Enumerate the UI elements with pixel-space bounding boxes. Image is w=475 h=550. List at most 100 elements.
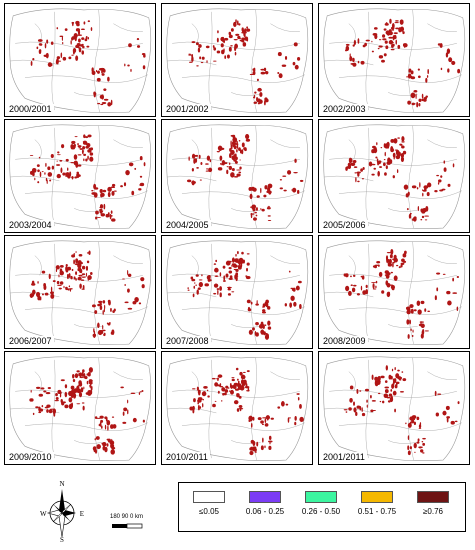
hotspot-patch bbox=[402, 378, 407, 382]
hotspot-patch bbox=[419, 446, 421, 449]
legend-label: ≥0.76 bbox=[423, 507, 443, 516]
hotspot-patch bbox=[353, 407, 357, 413]
hotspot-patch bbox=[228, 162, 231, 165]
hotspot-patch bbox=[37, 39, 43, 42]
hotspot-patch bbox=[422, 442, 426, 446]
hotspot-patch bbox=[353, 401, 355, 406]
hotspot-patch bbox=[209, 159, 212, 163]
hotspot-patch bbox=[264, 445, 266, 449]
hotspot-patch bbox=[76, 370, 80, 373]
hotspot-patch bbox=[401, 371, 404, 373]
hotspot-patch bbox=[397, 369, 400, 372]
hotspot-patch bbox=[401, 136, 405, 142]
hotspot-patch bbox=[64, 391, 68, 398]
hotspot-patch bbox=[395, 20, 399, 22]
hotspot-patch bbox=[277, 52, 282, 57]
hotspot-patch bbox=[40, 387, 45, 390]
hotspot-patch bbox=[395, 382, 398, 386]
hotspot-patch bbox=[389, 18, 392, 24]
map-panel: 2003/2004 bbox=[4, 119, 156, 233]
hotspot-patch bbox=[56, 280, 60, 285]
hotspot-patch bbox=[260, 68, 265, 71]
hotspot-patch bbox=[110, 210, 113, 214]
hotspot-patch bbox=[412, 185, 415, 188]
hotspot-patch bbox=[234, 259, 236, 262]
hotspot-patch bbox=[60, 379, 65, 382]
legend-swatch bbox=[305, 491, 337, 503]
district-boundary bbox=[113, 371, 143, 381]
hotspot-patch bbox=[200, 61, 204, 64]
hotspot-patch bbox=[406, 76, 408, 78]
hotspot-patch bbox=[238, 395, 242, 399]
map-graphic bbox=[9, 240, 152, 346]
hotspot-patch bbox=[403, 184, 409, 190]
hotspot-patch bbox=[228, 270, 233, 274]
hotspot-patch bbox=[91, 67, 94, 73]
hotspot-patch bbox=[262, 417, 267, 419]
hotspot-patch bbox=[56, 173, 61, 179]
hotspot-patch bbox=[197, 405, 200, 411]
hotspot-patch bbox=[421, 208, 425, 211]
hotspot-patch bbox=[377, 264, 380, 267]
hotspot-patch bbox=[287, 417, 290, 423]
hotspot-patch bbox=[238, 139, 241, 142]
hotspot-patch bbox=[107, 186, 112, 192]
hotspot-patch bbox=[224, 55, 227, 60]
hotspot-patch bbox=[63, 285, 65, 289]
hotspot-patch bbox=[245, 275, 251, 280]
hotspot-patch bbox=[188, 156, 190, 161]
hotspot-patch bbox=[260, 420, 264, 424]
hotspot-patch bbox=[374, 380, 377, 386]
hotspot-patch bbox=[294, 158, 297, 163]
hotspot-patch bbox=[253, 94, 256, 99]
hotspot-patch bbox=[46, 39, 49, 44]
hotspot-patch bbox=[46, 179, 48, 184]
hotspot-patch bbox=[288, 270, 291, 273]
hotspot-patch bbox=[112, 310, 115, 314]
hotspot-patch bbox=[415, 93, 417, 100]
hotspot-patch bbox=[127, 409, 129, 415]
hotspot-patch bbox=[216, 37, 219, 43]
hotspot-patch bbox=[100, 192, 105, 197]
hotspot-patch bbox=[211, 377, 216, 380]
hotspot-patch bbox=[200, 162, 203, 165]
hotspot-patch bbox=[407, 450, 411, 456]
hotspot-patch bbox=[383, 393, 389, 398]
hotspot-patch bbox=[111, 215, 113, 217]
hotspot-patch bbox=[231, 377, 235, 379]
hotspot-patch bbox=[267, 190, 272, 194]
region-outline bbox=[166, 8, 309, 114]
hotspot-patch bbox=[420, 300, 425, 305]
hotspot-patch bbox=[214, 400, 217, 402]
hotspot-patch bbox=[242, 379, 247, 385]
hotspot-patch bbox=[130, 392, 136, 395]
hotspot-patch bbox=[238, 405, 243, 408]
hotspot-patch bbox=[354, 172, 357, 174]
hotspot-patch bbox=[382, 400, 385, 404]
hotspot-patch bbox=[373, 27, 378, 30]
map-graphic bbox=[166, 124, 309, 230]
district-boundary bbox=[181, 306, 305, 315]
hotspot-patch bbox=[416, 416, 420, 421]
map-panel: 2000/2001 bbox=[4, 3, 156, 117]
hotspot-patch bbox=[264, 324, 267, 326]
hotspot-patch bbox=[82, 146, 86, 150]
hotspot-patch bbox=[378, 166, 383, 168]
hotspot-patch bbox=[232, 264, 238, 268]
hotspot-patch bbox=[124, 284, 127, 286]
hotspot-patch bbox=[388, 393, 393, 397]
hotspot-patch bbox=[239, 371, 243, 376]
district-boundary bbox=[172, 157, 300, 166]
hotspot-patch bbox=[45, 391, 51, 395]
hotspot-patch bbox=[85, 136, 89, 139]
hotspot-patch bbox=[38, 156, 41, 159]
hotspot-patch bbox=[412, 329, 414, 333]
district-boundary bbox=[74, 92, 104, 96]
legend: ≤0.05 0.06 - 0.25 0.26 - 0.50 0.51 - 0.75 ≥0… bbox=[178, 482, 466, 532]
hotspot-patch bbox=[266, 333, 269, 338]
hotspot-patch bbox=[213, 283, 219, 288]
hotspot-patch bbox=[411, 102, 416, 106]
hotspot-patch bbox=[376, 158, 379, 163]
hotspot-patch bbox=[70, 40, 72, 45]
hotspot-patch bbox=[380, 375, 383, 378]
